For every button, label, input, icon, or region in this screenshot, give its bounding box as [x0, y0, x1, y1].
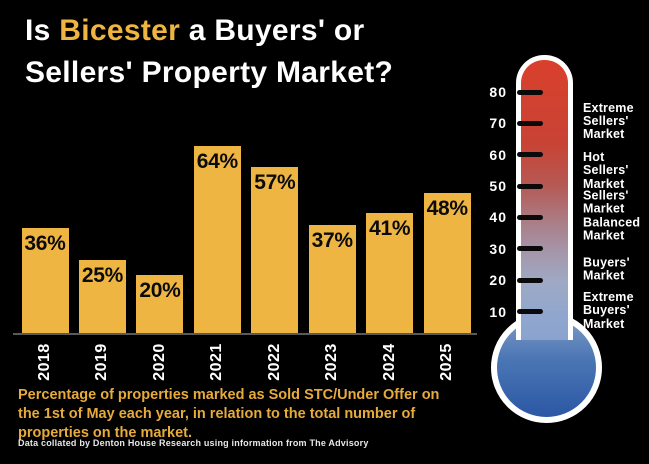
bar-value-label: 41% [369, 217, 411, 241]
scale-number-70: 70 [489, 115, 507, 132]
scale-tick-20 [517, 277, 543, 283]
bar-value-label: 48% [426, 196, 468, 220]
title-prefix: Is [25, 14, 60, 47]
scale-number-50: 50 [489, 178, 507, 195]
title-suffix: a Buyers' or [180, 14, 365, 47]
bar-2023: 37% [308, 224, 356, 333]
scale-tick-70 [517, 120, 543, 126]
scale-number-30: 30 [489, 240, 507, 257]
bar-2020: 20% [136, 274, 184, 333]
thermometer-bulb [491, 312, 602, 423]
scale-number-60: 60 [489, 146, 507, 163]
scale-number-20: 20 [489, 272, 507, 289]
scale-number-80: 80 [489, 84, 507, 100]
bar-2019: 25% [78, 260, 126, 333]
title-line-1: Is Bicester a Buyers' or [25, 10, 393, 52]
x-axis-label-2025: 2025 [438, 343, 456, 381]
x-axis-line [13, 333, 477, 335]
zone-label-5: Extreme Buyers' Market [583, 289, 634, 331]
zone-label-3: Balanced Market [583, 215, 641, 243]
bar-value-label: 20% [139, 278, 181, 302]
scale-number-40: 40 [489, 209, 507, 226]
bar-value-label: 64% [196, 150, 238, 174]
scale-tick-50 [517, 183, 543, 189]
x-axis-label-2022: 2022 [265, 343, 283, 381]
x-axis-label-2019: 2019 [93, 343, 111, 381]
bar-value-label: 36% [24, 231, 66, 255]
bar-2022: 57% [251, 166, 299, 333]
page-title: Is Bicester a Buyers' or Sellers' Proper… [25, 10, 393, 94]
scale-tick-10 [517, 309, 543, 315]
zone-label-1: Hot Sellers' Market [583, 149, 629, 191]
x-axis-label-2024: 2024 [380, 343, 398, 381]
scale-tick-60 [517, 152, 543, 158]
bar-2024: 41% [366, 213, 414, 333]
scale-tick-80 [517, 89, 543, 95]
zone-label-0: Extreme Sellers' Market [583, 100, 634, 142]
bar-value-label: 25% [81, 264, 123, 287]
bar-value-label: 57% [254, 170, 296, 194]
data-source-credit: Data collated by Denton House Research u… [18, 438, 369, 448]
thermometer-tube [516, 55, 573, 340]
bar-2025: 48% [423, 192, 471, 333]
bar-value-label: 37% [311, 228, 353, 252]
scale-tick-40 [517, 214, 543, 220]
bar-2018: 36% [21, 227, 69, 333]
x-axis-label-2021: 2021 [208, 343, 226, 381]
scale-number-10: 10 [489, 303, 507, 320]
title-line-2: Sellers' Property Market? [25, 56, 394, 89]
chart-caption: Percentage of properties marked as Sold … [18, 387, 440, 441]
zone-label-4: Buyers' Market [583, 255, 630, 283]
x-axis-label-2023: 2023 [323, 343, 341, 381]
x-axis-label-2020: 2020 [150, 343, 168, 381]
title-highlight-town: Bicester [59, 14, 181, 47]
scale-tick-30 [517, 246, 543, 252]
zone-label-2: Sellers' Market [583, 188, 629, 216]
x-axis-label-2018: 2018 [36, 343, 53, 381]
bar-2021: 64% [193, 146, 241, 333]
